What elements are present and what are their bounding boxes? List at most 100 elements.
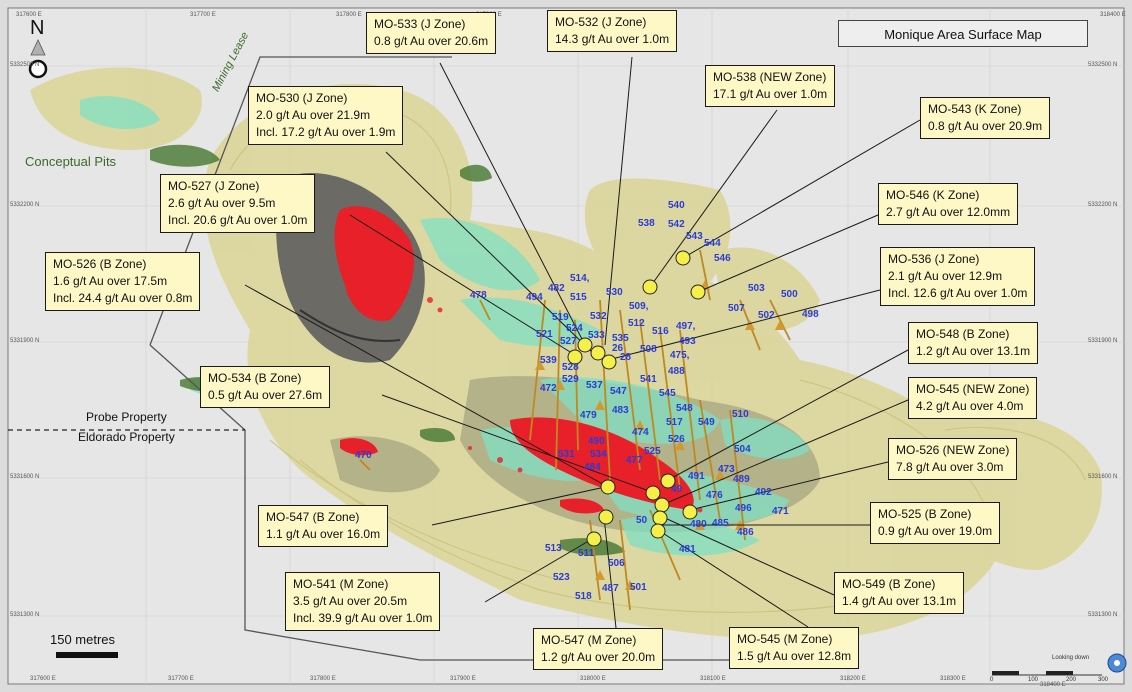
- callout-grade: 1.5 g/t Au over 12.8m: [737, 649, 852, 663]
- drill-hole-label: 525: [644, 446, 661, 457]
- drill-hole-label: 506: [608, 558, 625, 569]
- callout-mo-534-b-zone: MO-534 (B Zone) 0.5 g/t Au over 27.6m: [200, 366, 331, 408]
- drill-hole-label: 546: [714, 253, 731, 264]
- drill-hole-label: 532: [590, 311, 607, 322]
- drill-hole-label: 545: [659, 388, 676, 399]
- callout-hole-id: MO-545 (M Zone): [737, 632, 833, 646]
- northing-label-left: 5332200 N: [10, 202, 40, 208]
- drill-hole-label: 510: [732, 409, 749, 420]
- drill-hole-label: 28: [620, 352, 632, 363]
- drill-hole-label: 479: [580, 410, 597, 421]
- drill-hole-label: 481: [679, 544, 696, 555]
- drill-hole-label: 521: [536, 329, 553, 340]
- callout-hole-id: MO-532 (J Zone): [555, 15, 647, 29]
- easting-label-bottom: 318200 E: [840, 676, 866, 682]
- drill-hole-label: 541: [640, 374, 657, 385]
- drill-hole-label: 473: [718, 464, 735, 475]
- easting-label-top: 317600 E: [16, 12, 42, 18]
- drill-hole-label: 534: [590, 449, 607, 460]
- callout-grade: 1.2 g/t Au over 20.0m: [541, 650, 656, 664]
- drill-hole-label: 529: [562, 374, 579, 385]
- drill-hole-label: 501: [630, 582, 647, 593]
- callout-mo-526-b-zone: MO-526 (B Zone) 1.6 g/t Au over 17.5m In…: [45, 252, 201, 311]
- drill-hole-label: 542: [668, 219, 685, 230]
- drill-hole-label: 471: [772, 506, 789, 517]
- drill-hole-label: 475,: [670, 350, 690, 361]
- callout-mo-548-b-zone: MO-548 (B Zone) 1.2 g/t Au over 13.1m: [908, 322, 1039, 364]
- callout-grade: 7.8 g/t Au over 3.0m: [896, 460, 1004, 474]
- drill-hole-label: 549: [698, 417, 715, 428]
- callout-mo-526-new-zone: MO-526 (NEW Zone) 7.8 g/t Au over 3.0m: [888, 438, 1018, 480]
- compass-scale-tick: 300: [1098, 677, 1109, 683]
- drill-hole-label: 494: [526, 292, 543, 303]
- callout-incl-grade: Incl. 17.2 g/t Au over 1.9m: [256, 125, 396, 139]
- northing-label-right: 5332500 N: [1088, 62, 1118, 68]
- easting-label-bottom: 317900 E: [450, 676, 476, 682]
- drill-hole-label: 486: [737, 527, 754, 538]
- drill-hole-label: 527: [560, 336, 577, 347]
- drill-hole-label: 50: [636, 515, 648, 526]
- drill-hole-label: 49: [671, 484, 683, 495]
- drill-hole-label: 519: [552, 312, 569, 323]
- northing-label-right: 5331600 N: [1088, 474, 1118, 480]
- callout-grade: 1.4 g/t Au over 13.1m: [842, 594, 957, 608]
- callout-hole-id: MO-534 (B Zone): [208, 371, 302, 385]
- callout-grade: 1.6 g/t Au over 17.5m: [53, 274, 168, 288]
- scale-bar-label: 150 metres: [50, 632, 116, 647]
- easting-label-bottom: 318100 E: [700, 676, 726, 682]
- drill-hole-label: 526: [668, 434, 685, 445]
- drill-hole-label: 544: [704, 238, 721, 249]
- callout-hole-id: MO-533 (J Zone): [374, 17, 466, 31]
- callout-hole-id: MO-526 (NEW Zone): [896, 443, 1010, 457]
- drill-hole-label: 507: [728, 303, 745, 314]
- callout-grade: 1.2 g/t Au over 13.1m: [916, 344, 1031, 358]
- drill-hole-label: 538: [638, 218, 655, 229]
- callout-hole-id: MO-527 (J Zone): [168, 179, 260, 193]
- compass-scale-tick: 0: [990, 677, 994, 683]
- drill-hole-label: 508: [640, 344, 657, 355]
- drill-hole-label: 517: [666, 417, 683, 428]
- eldorado-property-label: Eldorado Property: [78, 430, 175, 444]
- drill-hole-label: 487: [602, 583, 619, 594]
- callout-mo-536-j-zone: MO-536 (J Zone) 2.1 g/t Au over 12.9m In…: [880, 247, 1036, 306]
- drill-hole-label: 485: [712, 518, 729, 529]
- drill-hole-label: 498: [802, 309, 819, 320]
- drill-hole-label: 531: [558, 449, 575, 460]
- callout-hole-id: MO-549 (B Zone): [842, 577, 936, 591]
- drill-hole-label: 547: [610, 386, 627, 397]
- callout-mo-527-j-zone: MO-527 (J Zone) 2.6 g/t Au over 9.5m Inc…: [160, 174, 316, 233]
- drill-hole-label: 474: [632, 427, 649, 438]
- callout-grade: 4.2 g/t Au over 4.0m: [916, 399, 1024, 413]
- callout-hole-id: MO-547 (B Zone): [266, 510, 360, 524]
- drill-hole-label: 490: [588, 436, 605, 447]
- callout-hole-id: MO-538 (NEW Zone): [713, 70, 827, 84]
- drill-hole-label: 484: [584, 462, 601, 473]
- callout-mo-525-b-zone: MO-525 (B Zone) 0.9 g/t Au over 19.0m: [870, 502, 1001, 544]
- callout-mo-549-b-zone: MO-549 (B Zone) 1.4 g/t Au over 13.1m: [834, 572, 965, 614]
- north-arrow-label: N: [30, 17, 45, 39]
- drill-hole-label: 496: [735, 503, 752, 514]
- callout-incl-grade: Incl. 12.6 g/t Au over 1.0m: [888, 286, 1028, 300]
- easting-label-bottom: 318400 E: [1040, 682, 1066, 688]
- callout-mo-543-k-zone: MO-543 (K Zone) 0.8 g/t Au over 20.9m: [920, 97, 1051, 139]
- drill-hole-label: 480: [690, 519, 707, 530]
- callout-mo-541-m-zone: MO-541 (M Zone) 3.5 g/t Au over 20.5m In…: [285, 572, 441, 631]
- callout-grade: 2.0 g/t Au over 21.9m: [256, 108, 371, 122]
- callout-hole-id: MO-545 (NEW Zone): [916, 382, 1030, 396]
- drill-hole-label: 514,: [570, 273, 590, 284]
- callout-grade: 0.5 g/t Au over 27.6m: [208, 388, 323, 402]
- callout-hole-id: MO-547 (M Zone): [541, 633, 637, 647]
- drill-hole-label: 543: [686, 231, 703, 242]
- drill-hole-label: 491: [688, 471, 705, 482]
- callout-grade: 3.5 g/t Au over 20.5m: [293, 594, 408, 608]
- callout-grade: 2.6 g/t Au over 9.5m: [168, 196, 276, 210]
- callout-mo-533-j-zone: MO-533 (J Zone) 0.8 g/t Au over 20.6m: [366, 12, 497, 54]
- drill-hole-label: 470: [355, 450, 372, 461]
- drill-hole-label: 26: [612, 343, 624, 354]
- drill-hole-label: 523: [553, 572, 570, 583]
- callout-hole-id: MO-543 (K Zone): [928, 102, 1022, 116]
- callout-grade: 2.7 g/t Au over 12.0mm: [886, 205, 1011, 219]
- callout-mo-545-new-zone: MO-545 (NEW Zone) 4.2 g/t Au over 4.0m: [908, 377, 1038, 419]
- drill-hole-label: 497,: [676, 321, 696, 332]
- callout-grade: 0.8 g/t Au over 20.6m: [374, 34, 489, 48]
